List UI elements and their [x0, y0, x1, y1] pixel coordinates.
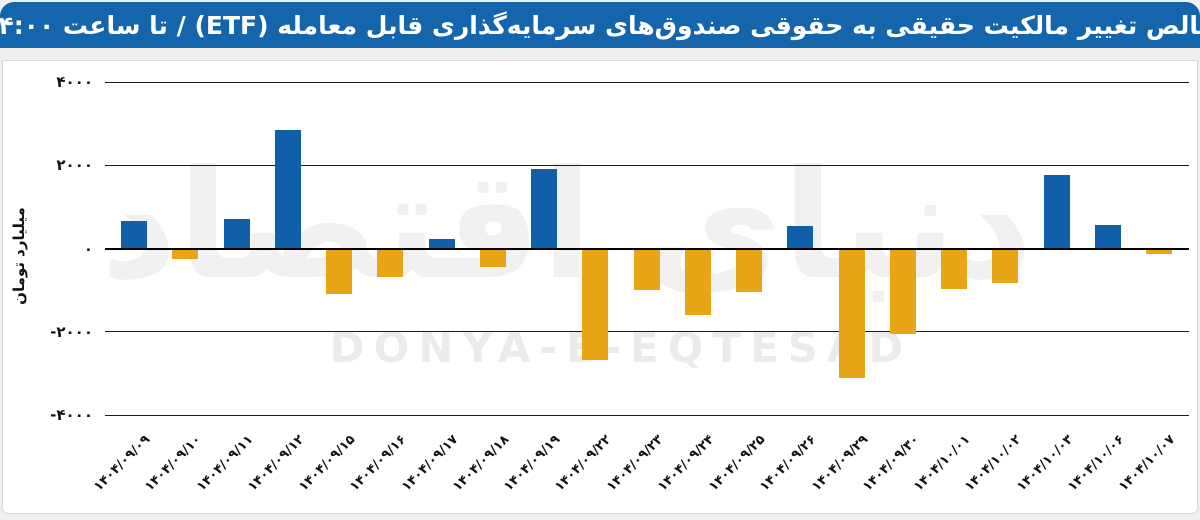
bar: [992, 249, 1019, 284]
y-tick-label: ۲۰۰۰: [56, 156, 93, 175]
bar: [377, 249, 404, 277]
title-bar: خالص تغییر مالکیت حقیقی به حقوقی صندوق‌ه…: [0, 2, 1200, 48]
bar: [684, 249, 711, 316]
bar: [633, 249, 660, 290]
gridline: [105, 164, 1189, 166]
bar: [1094, 225, 1121, 249]
y-tick-label: -۲۰۰۰: [50, 322, 93, 341]
bar: [223, 218, 250, 249]
bar: [428, 239, 455, 249]
bar: [326, 249, 352, 295]
bar: [838, 249, 865, 379]
zero-axis-line: [105, 247, 1189, 250]
bar: [1146, 249, 1172, 255]
y-axis-title: میلیارد تومان: [10, 207, 28, 305]
bar: [889, 249, 916, 335]
bar: [274, 130, 301, 249]
bar: [787, 226, 814, 249]
chart-title: خالص تغییر مالکیت حقیقی به حقوقی صندوق‌ه…: [0, 10, 1200, 40]
y-tick-label: ۴۰۰۰: [56, 73, 93, 91]
bar: [479, 249, 506, 268]
watermark-latin: DONYA-E-EQTESAD: [329, 323, 913, 372]
bar: [941, 249, 967, 289]
bar: [531, 169, 557, 249]
bar: [172, 249, 199, 260]
plot-area: ۴۰۰۰ ۲۰۰۰ ۰ -۲۰۰۰ -۴۰۰۰ ۱۴۰۴/۰۹/۰۹ ۱۴۰۴/۰۹/۱۰ ۱…: [3, 61, 1197, 513]
bar: [1043, 175, 1070, 249]
bar: [582, 249, 609, 360]
gridline: [105, 414, 1189, 416]
y-tick-label: ۰: [83, 239, 93, 258]
watermark-persian: دنیای اقتصاد: [100, 139, 1033, 313]
gridline: [105, 331, 1189, 333]
chart-card: دنیای اقتصاد DONYA-E-EQTESAD میلیارد توم…: [2, 60, 1198, 514]
y-tick-label: -۴۰۰۰: [50, 406, 93, 424]
bar: [736, 249, 762, 293]
gridline: [105, 81, 1189, 83]
bar: [121, 220, 147, 249]
